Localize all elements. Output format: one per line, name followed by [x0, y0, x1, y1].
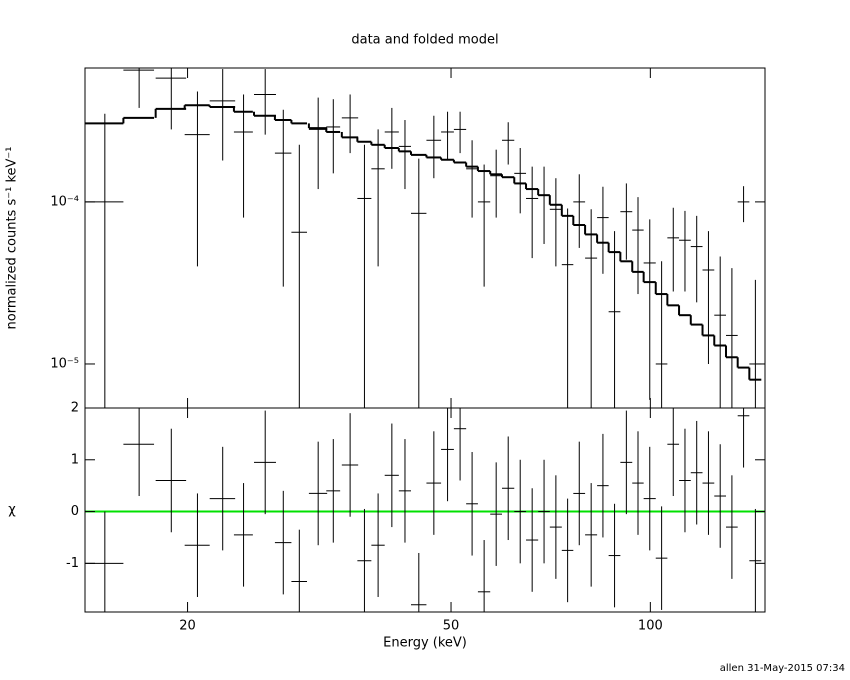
plot-area-top	[85, 68, 762, 408]
x-tick-label: 100	[638, 619, 663, 634]
x-tick-label: 50	[443, 619, 460, 634]
footer: allen 31-May-2015 07:34	[720, 663, 845, 674]
y-tick-label: 10⁻⁵	[50, 356, 79, 371]
y-tick-label: 2	[71, 401, 79, 416]
plot-area-bottom	[85, 408, 765, 612]
chart-title: data and folded model	[351, 33, 498, 48]
y-axis-label: χ	[8, 503, 16, 518]
y-tick-label: 10⁻⁴	[50, 194, 79, 209]
x-axis-label: Energy (keV)	[383, 636, 467, 651]
y-tick-label: 0	[71, 504, 79, 519]
y-tick-label: -1	[66, 556, 79, 571]
y-axis-label: normalized counts s⁻¹ keV⁻¹	[5, 147, 20, 330]
frames	[84, 67, 766, 613]
x-tick-label: 20	[179, 619, 196, 634]
frame	[84, 407, 766, 613]
y-tick-label: 1	[71, 452, 79, 467]
